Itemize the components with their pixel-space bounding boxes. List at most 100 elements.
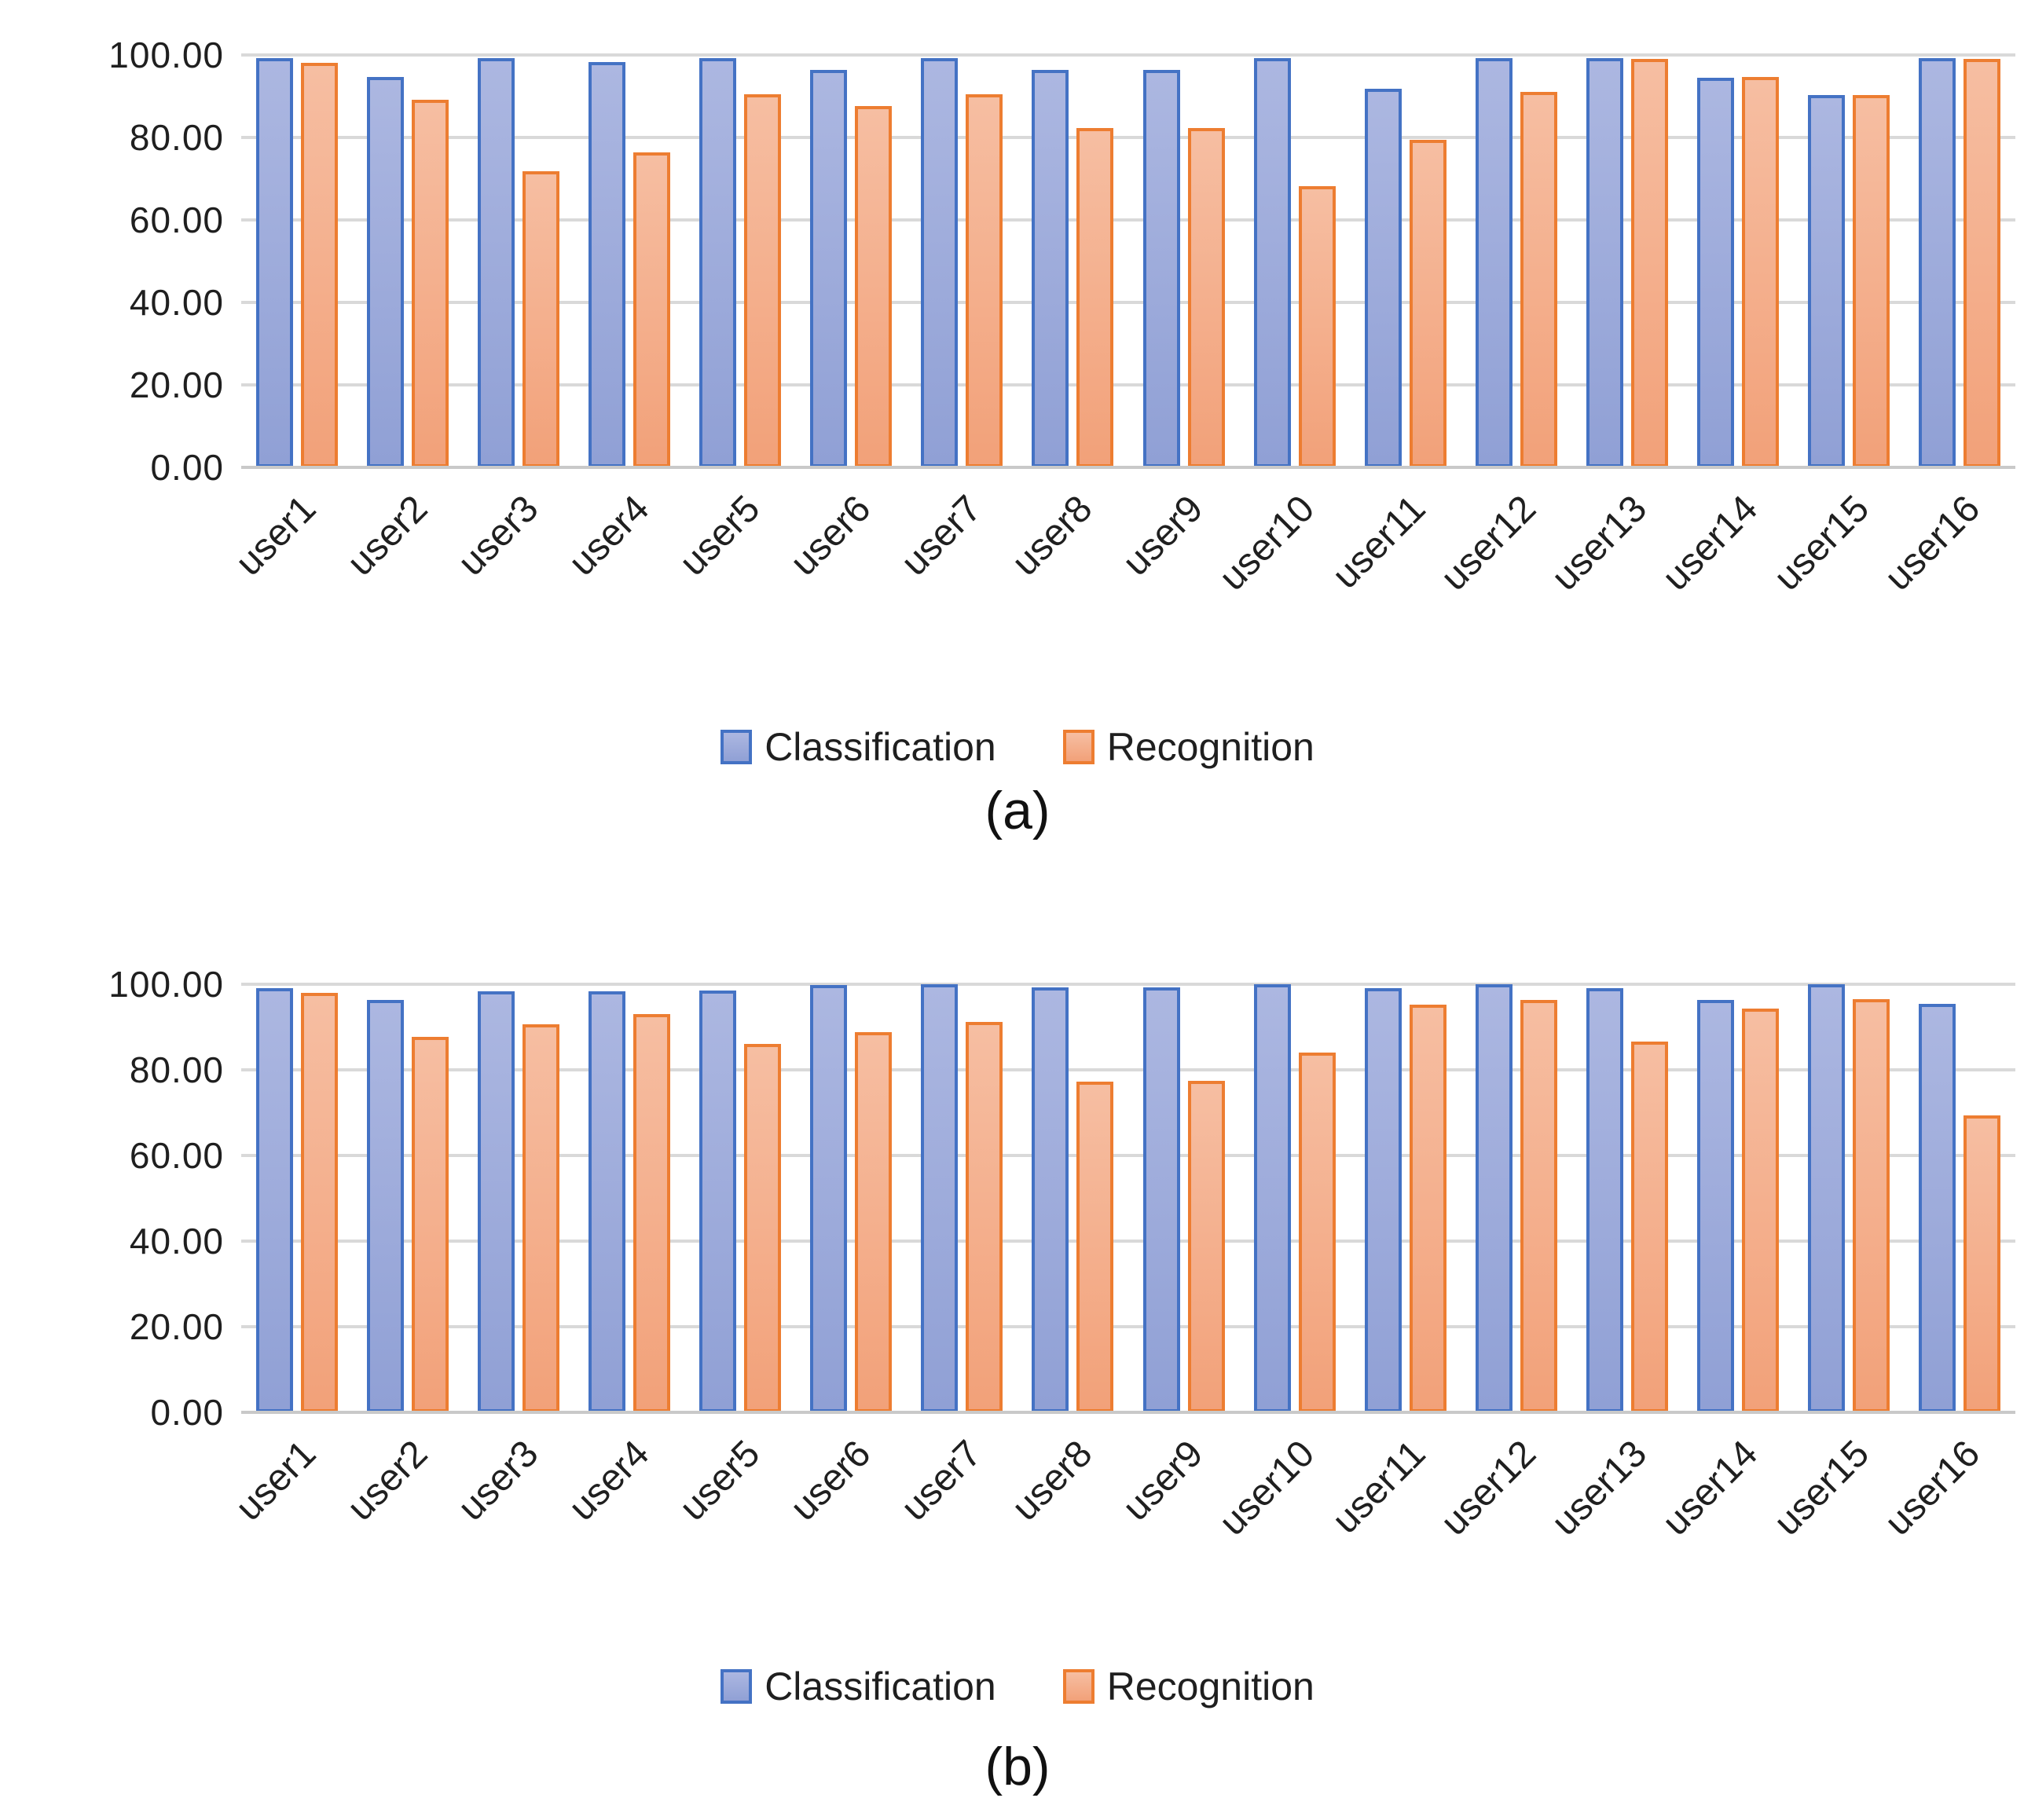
legend-label-recognition: Recognition	[1106, 725, 1314, 769]
bar-group-user6	[796, 984, 907, 1412]
gridline	[241, 1240, 2015, 1243]
gridline	[241, 1068, 2015, 1071]
x-tick-label: user3	[449, 487, 547, 584]
bar-group-user16	[1905, 55, 2015, 467]
bar-recognition-user8	[1076, 1081, 1114, 1412]
bar-classification-user14	[1697, 999, 1735, 1412]
bar-classification-user8	[1032, 987, 1069, 1412]
bar-classification-user16	[1919, 58, 1956, 467]
bar-classification-user5	[699, 990, 737, 1412]
y-tick-label: 80.00	[129, 1049, 224, 1090]
y-axis-labels-a: 100.00 80.00 60.00 40.00 20.00 0.00	[0, 37, 224, 485]
bar-recognition-user4	[632, 152, 670, 467]
x-tick-user7: user7	[893, 1422, 1018, 1657]
x-tick-label: user2	[339, 487, 436, 584]
x-tick-user14: user14	[1655, 477, 1794, 712]
bar-group-user15	[1794, 984, 1905, 1412]
bar-group-user13	[1572, 984, 1683, 1412]
x-tick-user12: user12	[1433, 477, 1571, 712]
x-tick-user5: user5	[672, 477, 796, 712]
legend-item-classification: Classification	[720, 724, 996, 770]
bar-recognition-user10	[1298, 186, 1336, 467]
gridline	[241, 53, 2015, 57]
bar-recognition-user4	[632, 1014, 670, 1412]
gridline	[241, 218, 2015, 222]
bar-classification-user3	[477, 991, 515, 1412]
plot-area-b	[241, 983, 2015, 1414]
legend-item-recognition: Recognition	[1062, 1664, 1314, 1709]
bar-classification-user10	[1253, 58, 1291, 467]
x-tick-user3: user3	[450, 477, 574, 712]
bar-recognition-user9	[1187, 127, 1225, 467]
x-tick-label: user1	[228, 487, 324, 584]
x-tick-label: user2	[339, 1432, 436, 1529]
x-tick-user6: user6	[783, 477, 907, 712]
x-tick-user5: user5	[672, 1422, 796, 1657]
bar-group-user3	[463, 984, 574, 1412]
bar-recognition-user13	[1631, 1041, 1669, 1412]
y-tick-label: 0.00	[150, 447, 224, 488]
bar-recognition-user5	[744, 94, 782, 467]
bar-group-user13	[1572, 55, 1683, 467]
gridline	[241, 383, 2015, 386]
y-tick-label: 100.00	[108, 964, 224, 1005]
x-tick-label: user5	[672, 487, 768, 584]
bar-group-user14	[1683, 55, 1794, 467]
y-tick-label: 40.00	[129, 282, 224, 323]
bar-recognition-user12	[1520, 999, 1557, 1412]
bar-classification-user13	[1586, 988, 1624, 1412]
bar-recognition-user16	[1964, 1115, 2001, 1412]
y-tick-label: 20.00	[129, 364, 224, 405]
bar-group-user4	[574, 55, 684, 467]
chart-panel-a: 100.00 80.00 60.00 40.00 20.00 0.00 user1 user…	[0, 37, 2035, 837]
bar-classification-user3	[477, 57, 515, 467]
bar-classification-user16	[1919, 1004, 1956, 1412]
x-tick-user15: user15	[1766, 1422, 1905, 1657]
bar-recognition-user3	[522, 170, 559, 467]
bar-recognition-user7	[966, 94, 1003, 467]
y-tick-label: 100.00	[108, 35, 224, 75]
legend-label-recognition: Recognition	[1106, 1664, 1314, 1708]
bar-group-user1	[241, 984, 352, 1412]
x-tick-label: user7	[893, 487, 990, 584]
x-tick-user7: user7	[893, 477, 1018, 712]
bar-recognition-user14	[1742, 1008, 1780, 1412]
bar-recognition-user2	[411, 1036, 449, 1412]
bar-recognition-user11	[1409, 140, 1446, 467]
bar-recognition-user13	[1631, 59, 1669, 467]
bar-classification-user2	[366, 76, 404, 467]
x-tick-user2: user2	[339, 477, 463, 712]
legend-a: Classification Recognition	[0, 724, 2035, 770]
x-tick-label: user6	[783, 1432, 879, 1529]
bar-classification-user4	[588, 991, 625, 1412]
x-tick-user6: user6	[783, 1422, 907, 1657]
bar-group-user12	[1461, 55, 1571, 467]
bar-recognition-user9	[1187, 1081, 1225, 1412]
bar-classification-user7	[921, 58, 959, 467]
bar-recognition-user15	[1853, 998, 1890, 1412]
x-tick-label: user5	[672, 1432, 768, 1529]
bar-classification-user7	[921, 984, 959, 1412]
bar-classification-user11	[1364, 987, 1402, 1412]
legend-item-classification: Classification	[720, 1664, 996, 1709]
x-tick-label: user8	[1004, 1432, 1101, 1529]
bar-recognition-user14	[1742, 76, 1780, 467]
bar-recognition-user3	[522, 1024, 559, 1412]
gridline	[241, 983, 2015, 986]
classification-swatch-icon	[720, 1669, 753, 1704]
legend-item-recognition: Recognition	[1062, 724, 1314, 770]
x-tick-label: user4	[560, 487, 658, 584]
bar-classification-user9	[1142, 987, 1180, 1412]
bar-group-user10	[1239, 984, 1350, 1412]
plot-area-a	[241, 53, 2015, 469]
bar-classification-user9	[1142, 69, 1180, 467]
bar-recognition-user8	[1076, 127, 1114, 467]
x-tick-user16: user16	[1877, 477, 2015, 712]
bar-group-user8	[1018, 55, 1128, 467]
bar-classification-user13	[1586, 58, 1624, 467]
bar-classification-user6	[810, 984, 848, 1412]
bar-recognition-user11	[1409, 1004, 1446, 1412]
bar-recognition-user15	[1853, 94, 1890, 467]
bar-group-user10	[1239, 55, 1350, 467]
x-tick-user9: user9	[1116, 477, 1239, 712]
